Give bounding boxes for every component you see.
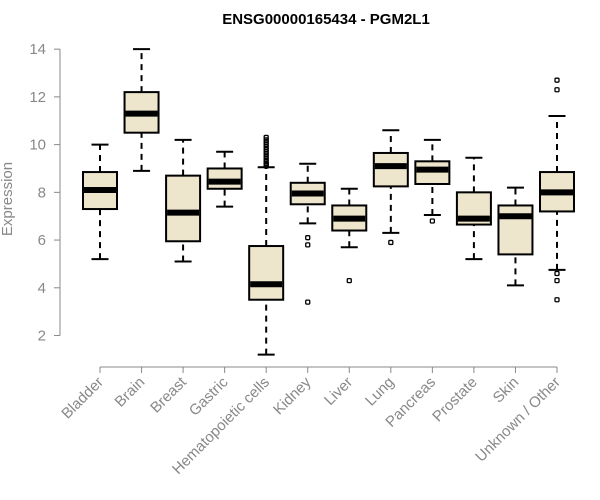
box-pancreas	[414, 138, 451, 224]
box-hematopoietic-cells	[248, 134, 285, 356]
x-tick-label: Skin	[490, 374, 523, 407]
y-axis-label: Expression	[0, 162, 16, 236]
box-prostate	[455, 156, 492, 261]
box-brain	[123, 48, 160, 172]
chart-title: ENSG00000165434 - PGM2L1	[222, 11, 430, 28]
outlier-point	[346, 277, 352, 284]
box-kidney	[289, 162, 326, 305]
x-tick-label: Lung	[362, 374, 398, 410]
x-tick-label: Brain	[112, 374, 149, 411]
box-gastric	[206, 150, 243, 208]
y-tick-label: 8	[38, 184, 46, 201]
outlier-point	[554, 277, 560, 284]
outlier-point	[305, 242, 311, 248]
box-lung	[372, 129, 409, 246]
outlier-point	[554, 270, 560, 277]
outlier-point	[554, 87, 560, 93]
outlier-point	[429, 218, 436, 224]
box-unknown-other	[539, 77, 575, 303]
box-liver	[331, 187, 368, 284]
outlier-point	[554, 297, 560, 303]
y-tick-label: 10	[29, 137, 46, 154]
iqr-box	[248, 245, 285, 301]
box-skin	[497, 186, 534, 287]
box-breast	[165, 138, 202, 263]
x-tick-label: Liver	[321, 374, 356, 409]
y-tick-label: 6	[38, 232, 46, 249]
iqr-box	[372, 151, 409, 188]
y-tick-label: 14	[29, 41, 46, 58]
y-tick-label: 12	[29, 89, 46, 106]
outlier-point	[263, 134, 269, 141]
outlier-point	[305, 299, 311, 305]
x-tick-label: Bladder	[58, 374, 107, 423]
outlier-point	[554, 77, 560, 83]
outlier-point	[305, 235, 311, 241]
x-tick-label: Breast	[147, 373, 190, 416]
y-axis: 2 4 6 8 10 12 14	[29, 41, 61, 345]
iqr-box	[497, 204, 534, 256]
x-tick-label: Prostate	[429, 374, 481, 426]
y-tick-label: 2	[38, 328, 46, 345]
box-bladder	[82, 143, 118, 261]
y-tick-label: 4	[38, 280, 46, 297]
boxes-group	[82, 48, 575, 356]
x-tick-label: Kidney	[270, 373, 315, 418]
outlier-point	[388, 239, 394, 246]
iqr-box	[165, 174, 202, 243]
